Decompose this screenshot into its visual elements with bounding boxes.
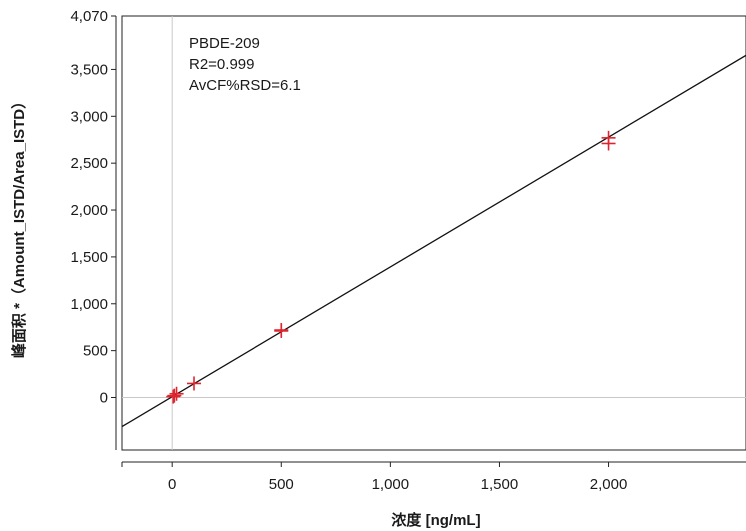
y-tick-label: 2,000 bbox=[70, 202, 108, 219]
zero-reference-lines bbox=[122, 16, 746, 450]
y-axis-title: 峰面积 *（Amount_ISTD/Area_ISTD） bbox=[10, 94, 28, 358]
annotation-block: PBDE-209 R2=0.999 AvCF%RSD=6.1 bbox=[189, 35, 301, 94]
y-axis-ticks: 0 500 1,000 1,500 2,000 2,500 3,000 3,500 4,070 bbox=[70, 8, 117, 450]
calibration-fit-line bbox=[122, 54, 746, 428]
annotation-line: R2=0.999 bbox=[189, 56, 254, 73]
data-point bbox=[167, 388, 182, 403]
data-point bbox=[274, 323, 289, 338]
x-axis-title: 浓度 [ng/mL] bbox=[391, 511, 480, 529]
data-point bbox=[187, 376, 201, 391]
y-tick-label: 3,500 bbox=[70, 61, 108, 78]
y-tick-label: 3,000 bbox=[70, 108, 108, 125]
data-point bbox=[601, 136, 616, 151]
annotation-line: PBDE-209 bbox=[189, 35, 260, 52]
data-point bbox=[166, 389, 181, 404]
x-axis-ticks: 0 500 1,000 1,500 2,000 bbox=[121, 461, 746, 493]
y-tick-label: 2,500 bbox=[70, 155, 108, 172]
x-tick-label: 500 bbox=[269, 476, 294, 493]
x-tick-label: 2,000 bbox=[590, 476, 628, 493]
y-tick-label: 1,500 bbox=[70, 249, 108, 266]
data-points-layer bbox=[166, 130, 616, 404]
data-point bbox=[169, 386, 184, 401]
x-tick-label: 1,000 bbox=[372, 476, 410, 493]
y-tick-label: 1,000 bbox=[70, 296, 108, 313]
y-tick-label: 500 bbox=[83, 343, 108, 360]
fit-line-layer bbox=[122, 54, 746, 428]
y-tick-label: 0 bbox=[100, 390, 108, 407]
x-tick-label: 1,500 bbox=[481, 476, 519, 493]
annotation-line: AvCF%RSD=6.1 bbox=[189, 77, 301, 94]
plot-frame bbox=[121, 15, 746, 451]
y-tick-label: 4,070 bbox=[70, 8, 108, 25]
x-tick-label: 0 bbox=[168, 476, 176, 493]
